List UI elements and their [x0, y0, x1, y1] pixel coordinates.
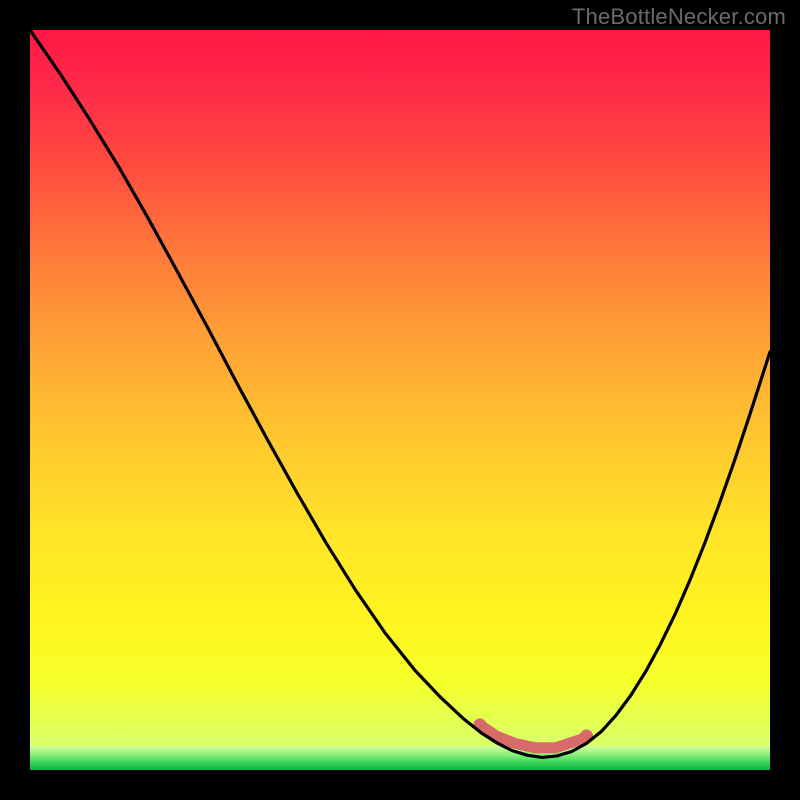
curve-layer — [30, 30, 770, 770]
watermark-text: TheBottleNecker.com — [572, 4, 786, 30]
plot-area — [30, 30, 770, 770]
valley-marker-path — [480, 725, 587, 748]
chart-container: { "watermark": { "text": "TheBottleNecke… — [0, 0, 800, 800]
main-curve-path — [30, 30, 770, 757]
